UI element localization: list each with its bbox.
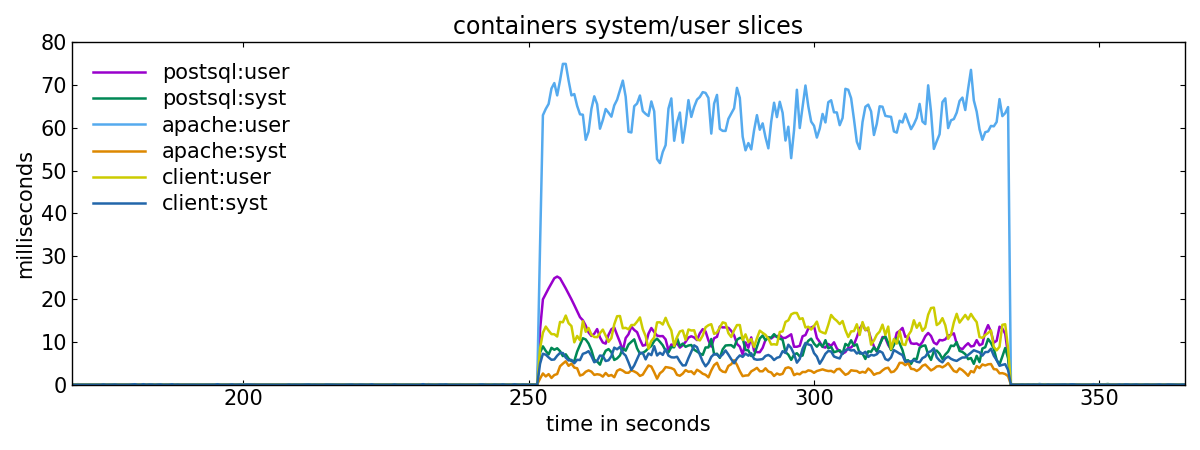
Line: client:user: client:user (72, 308, 1186, 385)
postsql:user (79, 382, 94, 387)
Line: postsql:syst: postsql:syst (72, 334, 1186, 385)
client:syst (787, 351, 802, 357)
client:user (65, 382, 79, 387)
client:syst (995, 362, 1009, 368)
apache:user (67, 382, 82, 387)
apache:user (1046, 382, 1061, 387)
client:user (995, 322, 1009, 328)
postsql:user (1115, 382, 1129, 387)
postsql:user (550, 274, 564, 279)
client:user (1112, 382, 1127, 387)
client:user (419, 382, 433, 387)
postsql:user (316, 382, 330, 387)
apache:syst (727, 358, 742, 363)
apache:syst (790, 371, 804, 376)
apache:user (998, 110, 1013, 116)
apache:user (316, 382, 330, 387)
postsql:syst (790, 351, 804, 356)
client:syst (1044, 382, 1058, 387)
Line: client:syst: client:syst (72, 343, 1186, 385)
apache:syst (1178, 382, 1193, 387)
Line: postsql:user: postsql:user (72, 277, 1186, 385)
client:syst (1112, 382, 1127, 387)
postsql:syst (1178, 382, 1193, 387)
client:user (926, 305, 941, 310)
postsql:syst (313, 382, 328, 387)
apache:user (1115, 382, 1129, 387)
postsql:user (421, 382, 436, 387)
apache:syst (1112, 382, 1127, 387)
postsql:syst (995, 354, 1009, 359)
apache:syst (995, 370, 1009, 376)
apache:user (792, 126, 806, 131)
postsql:user (998, 331, 1013, 337)
apache:syst (65, 382, 79, 387)
client:user (787, 310, 802, 315)
Y-axis label: milliseconds: milliseconds (14, 149, 35, 278)
apache:syst (1044, 382, 1058, 387)
client:syst (798, 340, 812, 346)
apache:syst (419, 382, 433, 387)
postsql:user (1178, 382, 1193, 387)
client:syst (65, 382, 79, 387)
Legend: postsql:user, postsql:syst, apache:user, apache:syst, client:user, client:syst: postsql:user, postsql:syst, apache:user,… (83, 53, 301, 225)
client:syst (419, 382, 433, 387)
apache:user (421, 382, 436, 387)
postsql:syst (419, 382, 433, 387)
postsql:user (65, 382, 79, 387)
postsql:syst (1112, 382, 1127, 387)
apache:user (65, 382, 79, 387)
apache:syst (313, 382, 328, 387)
postsql:syst (1044, 382, 1058, 387)
X-axis label: time in seconds: time in seconds (546, 415, 710, 435)
client:user (313, 382, 328, 387)
client:user (1044, 382, 1058, 387)
postsql:user (1046, 382, 1061, 387)
client:user (1178, 382, 1193, 387)
postsql:syst (767, 332, 781, 337)
apache:user (556, 61, 570, 67)
Line: apache:user: apache:user (72, 64, 1186, 385)
Line: apache:syst: apache:syst (72, 360, 1186, 385)
postsql:user (792, 343, 806, 348)
client:syst (313, 382, 328, 387)
Title: containers system/user slices: containers system/user slices (454, 15, 804, 39)
apache:user (1178, 382, 1193, 387)
client:syst (1178, 382, 1193, 387)
postsql:syst (65, 382, 79, 387)
